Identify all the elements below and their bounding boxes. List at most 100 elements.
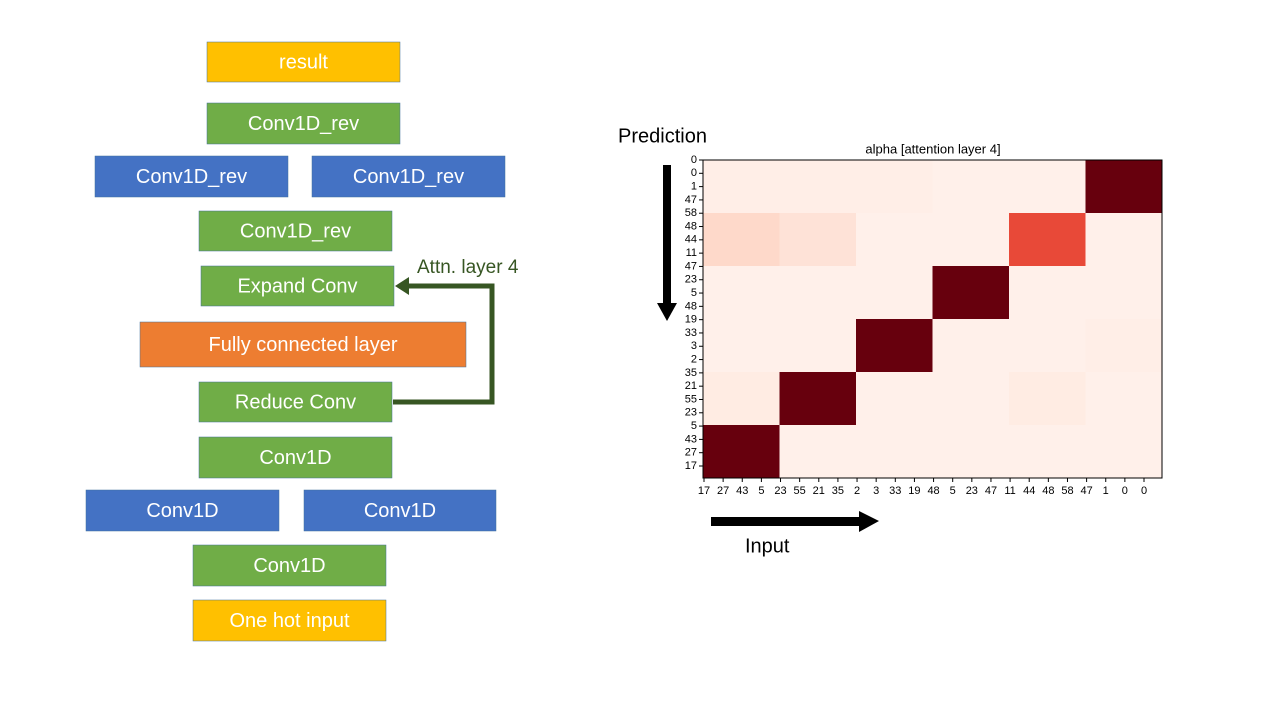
y-tick-label: 19 [685, 314, 697, 326]
y-tick-label: 48 [685, 300, 697, 312]
heatmap-cell [932, 372, 1010, 426]
heatmap-cell [856, 319, 933, 373]
heatmap-cell [1085, 213, 1163, 267]
x-tick-label: 5 [950, 485, 956, 497]
x-tick-label: 47 [985, 485, 997, 497]
block-label: Conv1D [146, 500, 218, 522]
block-label: result [279, 51, 328, 73]
heatmap-cell [856, 266, 933, 320]
y-tick-label: 2 [691, 353, 697, 365]
block-label: Conv1D [253, 555, 325, 577]
x-tick-label: 23 [774, 485, 786, 497]
block [198, 436, 393, 479]
y-tick-label: 44 [685, 234, 697, 246]
heatmap-cell [779, 266, 857, 320]
x-axis-label: Input [745, 535, 790, 557]
heatmap-cell [932, 213, 1010, 267]
right-arrow [711, 517, 861, 526]
heatmap-cell [703, 319, 780, 373]
x-tick-label: 23 [966, 485, 978, 497]
block [139, 321, 467, 368]
down-arrow [663, 165, 671, 305]
heatmap-cell [1085, 266, 1163, 320]
block-label: Fully connected layer [209, 334, 398, 356]
x-tick-label: 5 [758, 485, 764, 497]
block-label: Conv1D_rev [240, 220, 351, 242]
y-tick-label: 47 [685, 194, 697, 206]
right-arrow-head [859, 511, 879, 532]
block-label: One hot input [229, 610, 350, 632]
block [198, 381, 393, 423]
y-tick-label: 5 [691, 287, 697, 299]
y-tick-label: 43 [685, 433, 697, 445]
x-tick-label: 55 [794, 485, 806, 497]
y-tick-label: 0 [691, 154, 697, 166]
block-label: Conv1D [364, 500, 436, 522]
block [198, 210, 393, 252]
y-tick-label: 58 [685, 207, 697, 219]
x-tick-label: 3 [873, 485, 879, 497]
y-tick-label: 27 [685, 447, 697, 459]
x-tick-label: 19 [908, 485, 920, 497]
heatmap-cell [1085, 372, 1163, 426]
heatmap-cell [856, 425, 933, 479]
block [200, 265, 395, 307]
heatmap-cell [1009, 425, 1086, 479]
block [206, 102, 401, 145]
heatmap-cell [1009, 319, 1086, 373]
y-tick-label: 33 [685, 327, 697, 339]
heatmap-cell [932, 266, 1010, 320]
y-tick-label: 48 [685, 220, 697, 232]
block [303, 489, 497, 532]
x-tick-label: 35 [832, 485, 844, 497]
block [311, 155, 506, 198]
block-label: Conv1D_rev [248, 113, 359, 135]
x-tick-label: 33 [889, 485, 901, 497]
x-tick-label: 11 [1004, 485, 1015, 497]
heatmap-cell [779, 425, 857, 479]
attention-arrow [393, 283, 495, 405]
block [94, 155, 289, 198]
x-tick-label: 2 [854, 485, 860, 497]
heatmap-cell [1009, 160, 1086, 214]
x-tick-label: 47 [1080, 485, 1092, 497]
block-label: Conv1D_rev [353, 166, 464, 188]
heatmap-cell [703, 213, 780, 267]
heatmap-cell [856, 372, 933, 426]
y-tick-label: 0 [691, 167, 697, 179]
block [206, 41, 401, 83]
block [192, 544, 387, 587]
y-axis-label: Prediction [618, 125, 707, 147]
heatmap-cell [856, 160, 933, 214]
x-tick-label: 0 [1122, 485, 1128, 497]
heatmap-title: alpha [attention layer 4] [865, 141, 1000, 156]
heatmap-cell [703, 266, 780, 320]
y-tick-label: 47 [685, 260, 697, 272]
heatmap-cell [932, 425, 1010, 479]
block-label: Reduce Conv [235, 391, 356, 413]
x-tick-label: 17 [698, 485, 710, 497]
heatmap-cell [779, 372, 857, 426]
x-tick-label: 58 [1061, 485, 1073, 497]
y-tick-label: 11 [686, 247, 697, 259]
heatmap-cell [1009, 372, 1086, 426]
x-tick-label: 48 [927, 485, 939, 497]
down-arrow-head [657, 303, 677, 321]
heatmap-cell [1085, 319, 1163, 373]
heatmap: 0014758484411472354819333235215523543271… [685, 154, 1163, 497]
arrow-head [395, 277, 409, 295]
block [85, 489, 280, 532]
x-tick-label: 27 [717, 485, 729, 497]
block-label: Conv1D_rev [136, 166, 247, 188]
y-tick-label: 3 [691, 340, 697, 352]
y-tick-label: 35 [685, 367, 697, 379]
y-tick-label: 23 [685, 274, 697, 286]
y-tick-label: 17 [685, 460, 697, 472]
heatmap-cell [1009, 213, 1086, 267]
heatmap-cell [779, 213, 857, 267]
heatmap-cell [1085, 425, 1163, 479]
heatmap-cell [932, 160, 1010, 214]
attention-label: Attn. layer 4 [417, 257, 519, 278]
block-label: Conv1D [259, 447, 331, 469]
